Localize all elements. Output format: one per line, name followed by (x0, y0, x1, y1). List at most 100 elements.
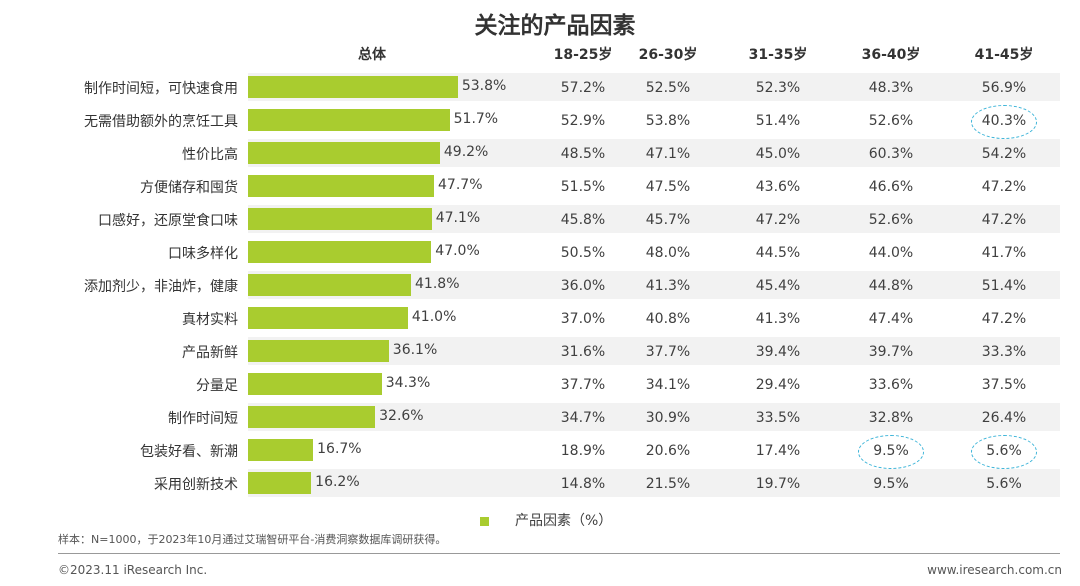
bar (248, 439, 314, 461)
table-cell: 17.4% (755, 443, 801, 459)
table-cell: 51.4% (755, 113, 801, 129)
bar-value-label: 47.0% (435, 243, 480, 259)
bar-value-label: 36.1% (392, 342, 438, 358)
table-cell: 60.3% (868, 146, 914, 162)
category-label: 方便储存和囤货 (140, 180, 238, 196)
table-cell: 33.6% (868, 377, 914, 393)
table-cell: 20.6% (645, 443, 691, 459)
table-row (248, 469, 1060, 497)
table-cell: 51.5% (560, 179, 606, 195)
table-cell: 45.8% (560, 212, 606, 228)
bar (248, 109, 450, 131)
table-cell: 47.5% (645, 179, 691, 195)
table-cell: 52.3% (755, 80, 801, 96)
copyright: ©2023.11 iResearch Inc. (58, 563, 208, 577)
table-cell: 36.0% (560, 278, 606, 294)
table-cell: 45.7% (645, 212, 691, 228)
table-cell: 19.7% (755, 476, 801, 492)
table-cell: 37.0% (560, 311, 606, 327)
table-cell: 37.5% (981, 377, 1027, 393)
table-row (248, 370, 1060, 398)
table-cell: 37.7% (560, 377, 606, 393)
bar-value-label: 16.2% (315, 474, 360, 490)
column-header: 18-25岁 (553, 47, 613, 63)
table-cell: 33.5% (755, 410, 801, 426)
table-cell: 50.5% (560, 245, 606, 261)
highlight-circle (971, 105, 1037, 139)
bar-value-label: 47.1% (435, 210, 481, 226)
table-cell: 51.4% (981, 278, 1027, 294)
table-cell: 30.9% (645, 410, 691, 426)
table-cell: 46.6% (868, 179, 914, 195)
bar-value-label: 51.7% (453, 111, 499, 127)
table-cell: 57.2% (560, 80, 606, 96)
table-cell: 44.0% (868, 245, 914, 261)
table-cell: 34.7% (560, 410, 606, 426)
category-label: 添加剂少，非油炸，健康 (84, 279, 238, 295)
table-cell: 45.0% (755, 146, 801, 162)
table-cell: 52.6% (868, 212, 914, 228)
table-cell: 52.9% (560, 113, 606, 129)
bar-value-label: 41.8% (415, 276, 460, 292)
table-cell: 39.7% (868, 344, 914, 360)
category-label: 制作时间短 (168, 411, 238, 427)
highlight-circle (971, 435, 1037, 469)
table-cell: 48.3% (868, 80, 914, 96)
bar-value-label: 34.3% (385, 375, 431, 391)
table-cell: 45.4% (755, 278, 801, 294)
table-cell: 52.5% (645, 80, 691, 96)
column-header: 36-40岁 (861, 47, 921, 63)
footer-divider (58, 553, 1060, 554)
category-label: 无需借助额外的烹饪工具 (84, 114, 238, 130)
table-cell: 56.9% (981, 80, 1027, 96)
column-header: 31-35岁 (748, 47, 808, 63)
table-cell: 26.4% (981, 410, 1027, 426)
table-cell: 47.1% (645, 146, 691, 162)
table-cell: 52.6% (868, 113, 914, 129)
table-cell: 37.7% (645, 344, 691, 360)
table-cell: 40.8% (645, 311, 691, 327)
legend: 产品因素（%） (480, 510, 612, 530)
sample-note: 样本：N=1000，于2023年10月通过艾瑞智研平台-消费洞察数据库调研获得。 (58, 533, 447, 546)
column-header: 总体 (358, 47, 386, 63)
chart-title: 关注的产品因素 (474, 13, 636, 39)
table-cell: 44.8% (868, 278, 914, 294)
category-label: 性价比高 (182, 147, 238, 163)
bar (248, 373, 382, 395)
table-row (248, 403, 1060, 431)
category-label: 产品新鲜 (182, 345, 238, 361)
bar (248, 175, 435, 197)
bar (248, 208, 432, 230)
bar-value-label: 47.7% (438, 177, 483, 193)
table-cell: 48.5% (560, 146, 606, 162)
table-cell: 54.2% (981, 146, 1027, 162)
bar-value-label: 32.6% (379, 408, 424, 424)
table-cell: 53.8% (645, 113, 691, 129)
table-cell: 39.4% (755, 344, 801, 360)
table-cell: 48.0% (645, 245, 691, 261)
category-label: 采用创新技术 (154, 477, 238, 493)
bar (248, 274, 412, 296)
legend-label: 产品因素（%） (515, 513, 613, 529)
bar (248, 340, 389, 362)
category-label: 分量足 (196, 378, 238, 394)
bar (248, 76, 458, 98)
category-label: 制作时间短，可快速食用 (84, 81, 238, 97)
legend-swatch (480, 516, 489, 526)
table-row (248, 436, 1060, 464)
table-cell: 47.2% (981, 179, 1027, 195)
table-cell: 32.8% (868, 410, 914, 426)
table-cell: 47.2% (755, 212, 801, 228)
category-label: 口味多样化 (168, 246, 238, 262)
table-cell: 34.1% (645, 377, 691, 393)
category-label: 口感好，还原堂食口味 (98, 213, 238, 229)
table-cell: 21.5% (645, 476, 691, 492)
table-cell: 18.9% (560, 443, 606, 459)
column-header: 26-30岁 (638, 47, 698, 63)
bar (248, 406, 376, 428)
table-cell: 41.3% (645, 278, 691, 294)
category-label: 包装好看、新潮 (140, 444, 238, 460)
bar-value-label: 53.8% (461, 78, 507, 94)
bar (248, 472, 312, 494)
bar (248, 142, 440, 164)
